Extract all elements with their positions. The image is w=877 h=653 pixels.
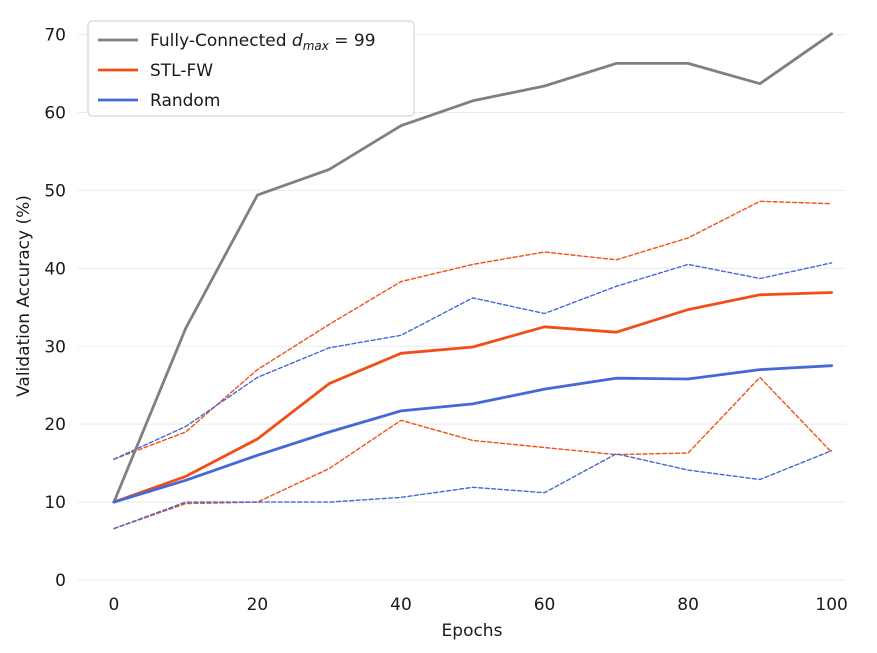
x-axis-label: Epochs [442,621,503,641]
series-line-dashed-bound-6 [113,450,833,530]
series-line-fully-connected-d-max-99 [112,32,833,504]
x-tick-label: 80 [677,595,699,615]
y-tick-label: 30 [44,337,66,357]
x-tick-labels: 0 20 40 60 80 100 [108,595,847,615]
series-lines [112,32,833,530]
legend: Fully-Connected dmax = 99 STL-FW Random [87,20,415,117]
legend-label: Fully-Connected dmax = 99 [150,31,376,53]
series-line-random [112,364,833,504]
y-axis-label: Validation Accuracy (%) [14,195,34,397]
legend-box [87,20,415,117]
y-tick-label: 50 [44,181,66,201]
y-tick-label: 0 [55,571,66,591]
x-tick-label: 40 [390,595,412,615]
x-tick-label: 0 [108,595,119,615]
series-line-dashed-bound-3 [113,200,833,460]
x-tick-label: 100 [815,595,847,615]
x-tick-label: 60 [534,595,556,615]
y-tick-label: 60 [44,104,66,124]
legend-label: Random [150,91,220,111]
y-tick-label: 20 [44,415,66,435]
series-line-stl-fw [112,291,833,504]
x-tick-label: 20 [247,595,269,615]
y-tick-label: 10 [44,493,66,513]
y-tick-label: 40 [44,259,66,279]
series-line-dashed-bound-5 [113,262,833,460]
y-tick-label: 70 [44,26,66,46]
legend-label: STL-FW [150,61,213,81]
y-tick-labels: 0 10 20 30 40 50 60 70 [44,26,66,591]
